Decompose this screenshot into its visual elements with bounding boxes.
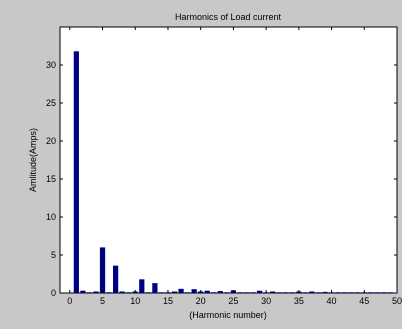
bar-harmonic-7 [113, 265, 119, 293]
bar-harmonic-47 [374, 292, 380, 293]
x-tick-label: 35 [294, 296, 304, 306]
bar-harmonic-34 [289, 292, 295, 293]
bar-harmonic-32 [276, 292, 282, 293]
x-tick-label: 30 [261, 296, 271, 306]
y-tick-label: 5 [51, 250, 56, 260]
bar-harmonic-36 [302, 292, 308, 293]
bar-harmonic-6 [106, 292, 112, 293]
bar-harmonic-29 [256, 290, 263, 293]
y-axis-ticks: 0 5 10 15 20 25 30 [46, 60, 397, 298]
y-tick-label: 20 [46, 136, 56, 146]
bar-harmonic-33 [283, 292, 289, 293]
bar-harmonic-21 [204, 290, 210, 293]
bar-harmonic-31 [270, 291, 276, 293]
y-tick-label: 30 [46, 60, 56, 70]
x-tick-label: 40 [327, 296, 337, 306]
x-tick-label: 10 [130, 296, 140, 306]
bar-harmonic-48 [381, 292, 387, 293]
x-tick-label: 20 [196, 296, 206, 306]
x-tick-label: 15 [163, 296, 173, 306]
bar-harmonic-42 [342, 292, 348, 293]
bar-harmonic-2 [80, 290, 86, 293]
bar-harmonic-49 [387, 292, 394, 293]
bar-harmonic-13 [152, 283, 158, 293]
bar-harmonic-3 [86, 292, 93, 293]
y-tick-label: 15 [46, 174, 56, 184]
bar-harmonic-8 [119, 291, 125, 293]
x-axis-label: (Harmonic number) [189, 310, 267, 320]
bar-harmonic-44 [355, 292, 361, 293]
x-tick-label: 0 [67, 296, 72, 306]
y-axis-label: Amlitude(Amps) [28, 128, 38, 192]
bar-harmonic-12 [145, 292, 151, 293]
bar-harmonic-9 [126, 292, 132, 293]
plot-area [59, 26, 398, 294]
bar-harmonic-41 [335, 292, 341, 293]
bars-group [73, 51, 394, 293]
bar-harmonic-17 [178, 288, 184, 293]
x-axis-ticks: 0 5 10 15 20 25 30 35 40 45 50 [67, 27, 402, 306]
x-tick-label: 50 [392, 296, 402, 306]
bar-harmonic-26 [237, 292, 243, 293]
bar-harmonic-18 [184, 292, 191, 293]
y-tick-label: 25 [46, 98, 56, 108]
chart-title: Harmonics of Load current [175, 12, 282, 22]
bar-harmonic-19 [191, 289, 197, 293]
bar-harmonic-37 [309, 291, 315, 293]
y-tick-label: 0 [51, 288, 56, 298]
x-tick-label: 5 [100, 296, 105, 306]
bar-harmonic-39 [322, 291, 328, 293]
bar-harmonic-23 [217, 291, 223, 293]
bar-harmonic-22 [211, 292, 217, 293]
x-tick-label: 25 [228, 296, 238, 306]
bar-harmonic-24 [224, 292, 230, 293]
bar-harmonic-27 [243, 292, 250, 293]
y-tick-label: 10 [46, 212, 56, 222]
bar-harmonic-14 [158, 292, 165, 293]
bar-harmonic-38 [315, 292, 322, 293]
bar-harmonic-16 [171, 291, 178, 293]
bar-harmonic-46 [368, 292, 374, 293]
bar-harmonic-11 [139, 279, 145, 293]
x-tick-label: 45 [359, 296, 369, 306]
bar-harmonic-4 [93, 291, 99, 293]
bar-harmonic-43 [348, 292, 354, 293]
bar-harmonic-28 [250, 292, 256, 293]
bar-harmonic-5 [99, 247, 106, 293]
bar-harmonic-1 [73, 51, 79, 293]
